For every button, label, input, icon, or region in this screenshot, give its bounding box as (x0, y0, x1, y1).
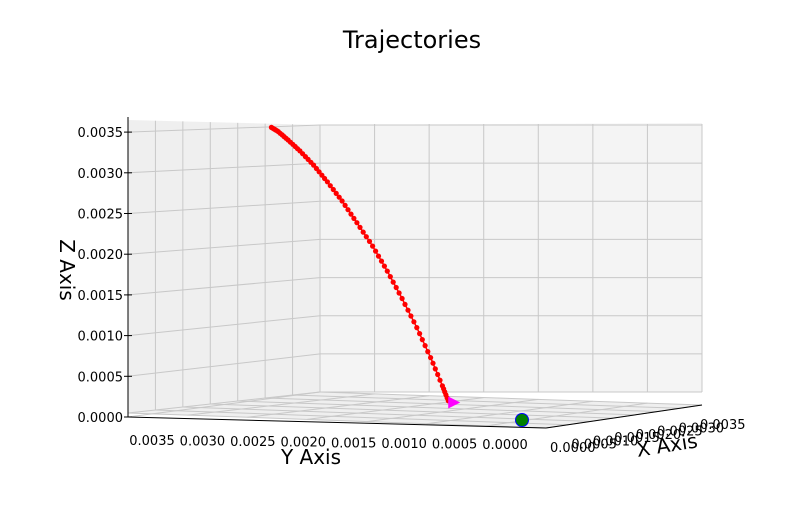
y-tick-label: 0.0000 (482, 438, 528, 453)
axis-lines (127, 117, 703, 429)
trajectory-point (399, 295, 405, 302)
y-tick-label: 0.0015 (331, 436, 377, 451)
y-tick-label: 0.0020 (281, 436, 327, 451)
y-axis-line (127, 416, 547, 429)
trajectory-point (384, 268, 390, 274)
x-tick-label: 0.0005 (571, 438, 617, 453)
grid-line (426, 400, 593, 425)
trajectory-point (428, 355, 434, 361)
trajectory-point (425, 349, 431, 355)
x-tick-label: 0.0010 (593, 434, 639, 449)
grid-line (210, 403, 613, 419)
z-tick-label: 0.0005 (78, 370, 124, 385)
z-tick-label: 0.0010 (78, 330, 124, 345)
grid-line (127, 162, 321, 174)
trajectory-point (345, 207, 351, 213)
trajectory-point (373, 248, 379, 254)
trajectory-series (268, 124, 451, 404)
trajectory-point (378, 258, 385, 264)
grid-line (127, 315, 321, 337)
trajectory-point (396, 290, 402, 296)
trajectory-point (435, 371, 441, 378)
grid-line (127, 200, 321, 214)
trajectory-point (351, 215, 357, 221)
trajectory-point (370, 243, 376, 249)
x-tick-label: 0.0030 (679, 421, 725, 436)
trajectory-point (342, 202, 348, 208)
grid-line (292, 394, 680, 409)
z-tick-label: 0.0030 (78, 167, 124, 182)
trajectory-point (357, 224, 363, 230)
trajectory-point (417, 331, 423, 337)
trajectory-point (430, 360, 436, 366)
z-tick-label: 0.0035 (78, 126, 124, 141)
point-markers (448, 396, 529, 427)
grid-line (247, 395, 430, 418)
grid-line (127, 124, 321, 133)
trajectory-point (405, 307, 411, 313)
trajectory-point (432, 366, 438, 372)
origin-marker-green (516, 414, 528, 426)
y-axis-label: Y Axis (280, 445, 341, 469)
grid-line (127, 391, 321, 414)
y-tick-label: 0.0035 (129, 434, 175, 449)
grid-line (187, 393, 375, 416)
trajectory-point (324, 179, 330, 185)
trajectory-point (393, 284, 399, 291)
trajectory-point (354, 220, 360, 226)
grid-line (319, 391, 703, 406)
x-tick-label: 0.0020 (636, 428, 682, 443)
z-axis-label: Z Axis (55, 239, 79, 301)
trajectory-point (375, 253, 382, 259)
x-tick-label: 0.0000 (550, 441, 596, 456)
trajectory-point (408, 313, 414, 319)
trajectory-point (437, 377, 443, 383)
left-pane (128, 120, 320, 413)
y-tick-label: 0.0025 (230, 435, 276, 450)
trajectory-point (363, 234, 369, 240)
end-marker (448, 396, 461, 409)
grid-line (155, 409, 569, 426)
y-tick-label: 0.0030 (180, 435, 226, 450)
trajectory-point (339, 198, 345, 204)
trajectory-point (422, 343, 428, 349)
trajectory-point (419, 337, 425, 343)
grid-line (237, 400, 636, 416)
grid-line (486, 402, 648, 427)
z-tick-label: 0.0015 (78, 289, 124, 304)
trajectory-point (360, 229, 366, 235)
trajectory-point (387, 274, 393, 280)
floor-pane (128, 392, 702, 428)
x-tick-label: 0.0035 (700, 418, 746, 433)
y-tick-label: 0.0005 (432, 437, 478, 452)
trajectory-point (330, 186, 336, 193)
trajectory-point (366, 238, 373, 244)
grid-line (127, 277, 321, 296)
x-tick-label: 0.0015 (614, 431, 660, 446)
trajectory-point (411, 319, 417, 325)
trajectory-point (327, 183, 333, 189)
grid-line (127, 238, 321, 255)
x-tick-label: 0.0025 (657, 425, 703, 440)
trajectory-point (348, 211, 354, 217)
z-tick-label: 0.0000 (78, 411, 124, 426)
x-axis-line (545, 404, 703, 429)
tick-labels: 0.00000.00050.00100.00150.00200.00250.00… (78, 126, 746, 456)
grid-line (265, 397, 658, 413)
trajectory-point (414, 325, 420, 331)
grid-line (127, 353, 321, 377)
trajectory-point (381, 263, 387, 269)
trajectory-point (390, 279, 396, 285)
chart-title: Trajectories (342, 26, 481, 54)
trajectory-point (336, 194, 342, 200)
z-tick-label: 0.0025 (78, 208, 124, 223)
grid-line (366, 398, 539, 423)
y-tick-label: 0.0010 (381, 437, 427, 452)
trajectory-point (402, 301, 408, 307)
grid-line (127, 412, 547, 429)
trajectory-point (333, 190, 339, 196)
z-tick-label: 0.0020 (78, 248, 124, 263)
